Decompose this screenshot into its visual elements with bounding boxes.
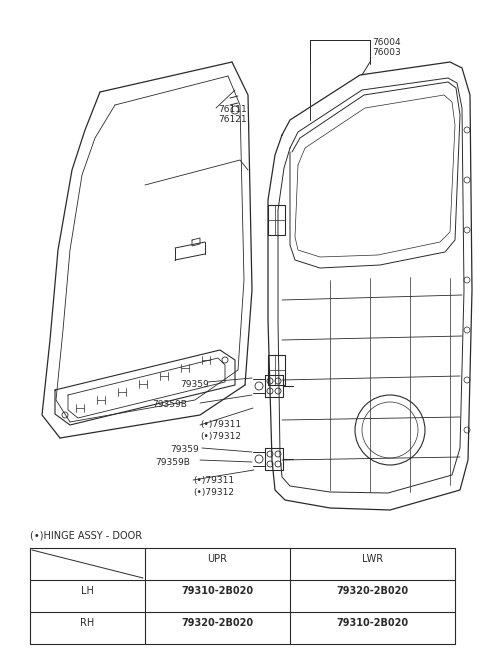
Text: 79310-2B020: 79310-2B020 xyxy=(336,618,408,628)
Text: 79359B: 79359B xyxy=(155,458,190,467)
Text: LWR: LWR xyxy=(362,554,383,564)
Text: 76111: 76111 xyxy=(218,105,247,114)
Text: 79320-2B020: 79320-2B020 xyxy=(336,586,408,596)
Text: (•)79311: (•)79311 xyxy=(193,476,234,485)
Text: LH: LH xyxy=(81,586,94,596)
Text: 79310-2B020: 79310-2B020 xyxy=(181,586,253,596)
Text: 76004: 76004 xyxy=(372,38,401,47)
Text: 76003: 76003 xyxy=(372,48,401,57)
Text: 79320-2B020: 79320-2B020 xyxy=(181,618,253,628)
Text: (•)79311: (•)79311 xyxy=(200,420,241,429)
Text: (•)79312: (•)79312 xyxy=(200,432,241,441)
Text: RH: RH xyxy=(80,618,95,628)
Text: 79359: 79359 xyxy=(180,380,209,389)
Text: (•)HINGE ASSY - DOOR: (•)HINGE ASSY - DOOR xyxy=(30,530,142,540)
Text: UPR: UPR xyxy=(207,554,228,564)
Text: 79359B: 79359B xyxy=(152,400,187,409)
Text: (•)79312: (•)79312 xyxy=(193,488,234,497)
Text: 79359: 79359 xyxy=(170,445,199,454)
Text: 76121: 76121 xyxy=(218,115,247,124)
